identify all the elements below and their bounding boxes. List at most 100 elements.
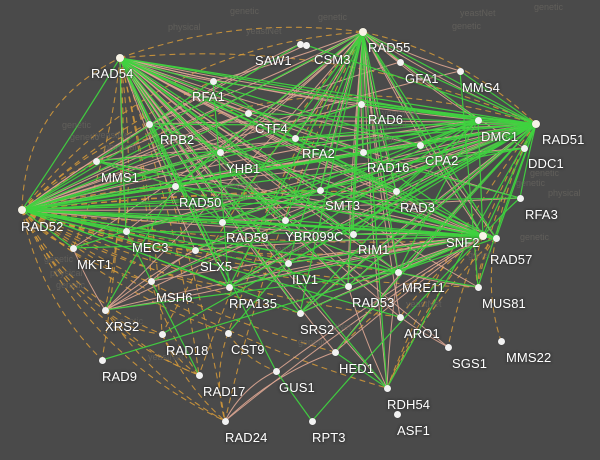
edge-physical[interactable] [347, 285, 388, 389]
edge-yeastNet[interactable] [221, 31, 364, 223]
edge-yeastNet[interactable] [119, 57, 537, 125]
edge-genetic[interactable] [119, 53, 537, 125]
edge-genetic[interactable] [150, 280, 200, 376]
edge-genetic[interactable] [104, 309, 200, 376]
edge-yeastNet[interactable] [95, 160, 176, 187]
graph-node-rad9[interactable] [98, 356, 106, 364]
edge-genetic[interactable] [21, 209, 103, 361]
edge-yeastNet[interactable] [399, 61, 537, 125]
edge-genetic[interactable] [21, 209, 163, 335]
graph-node-hed1[interactable] [331, 348, 339, 356]
edge-genetic[interactable] [161, 333, 200, 376]
edge-genetic[interactable] [386, 235, 484, 389]
edge-yeastNet[interactable] [21, 57, 121, 211]
edge-genetic[interactable] [119, 26, 364, 59]
edge-yeastNet[interactable] [148, 123, 537, 126]
edge-yeastNet[interactable] [119, 57, 321, 191]
edge-physical[interactable] [119, 57, 449, 348]
edge-yeastNet[interactable] [21, 209, 301, 314]
graph-node-snf2[interactable] [479, 232, 487, 240]
graph-node-rim1[interactable] [349, 230, 357, 238]
edge-yeastNet[interactable] [362, 31, 484, 237]
edge-physical[interactable] [386, 271, 399, 389]
edge-yeastNet[interactable] [21, 151, 221, 211]
graph-node-cpa2[interactable] [416, 141, 424, 149]
edge-yeastNet[interactable] [284, 219, 484, 237]
graph-node-gus1[interactable] [272, 367, 280, 375]
edge-physical[interactable] [212, 31, 364, 82]
edge-genetic[interactable] [104, 309, 163, 335]
edge-yeastNet[interactable] [247, 112, 537, 125]
edge-genetic[interactable] [21, 209, 401, 318]
edge-yeastNet[interactable] [362, 31, 497, 239]
edge-yeastNet[interactable] [72, 230, 127, 249]
graph-node-sgs1[interactable] [444, 343, 452, 351]
edge-yeastNet[interactable] [148, 123, 484, 237]
graph-node-rad54[interactable] [116, 54, 124, 62]
edge-genetic[interactable] [101, 57, 123, 361]
edge-genetic[interactable] [21, 209, 230, 288]
edge-yeastNet[interactable] [294, 119, 479, 139]
edge-yeastNet[interactable] [459, 70, 537, 125]
edge-yeastNet[interactable] [21, 209, 74, 249]
graph-node-asf1[interactable] [393, 410, 401, 418]
edge-yeastNet[interactable] [299, 119, 479, 314]
edge-yeastNet[interactable] [275, 370, 313, 422]
edge-yeastNet[interactable] [311, 235, 484, 422]
graph-node-rad17[interactable] [195, 371, 203, 379]
graph-node-rad24[interactable] [221, 417, 229, 425]
edge-yeastNet[interactable] [397, 119, 479, 273]
edge-yeastNet[interactable] [95, 160, 484, 237]
edge-genetic[interactable] [21, 57, 121, 211]
edge-yeastNet[interactable] [21, 209, 289, 264]
edge-physical[interactable] [119, 57, 223, 223]
graph-node-rad6[interactable] [357, 100, 365, 108]
edge-yeastNet[interactable] [362, 151, 484, 237]
edge-yeastNet[interactable] [352, 119, 479, 235]
graph-node-ybr099c[interactable] [281, 216, 289, 224]
edge-genetic[interactable] [475, 235, 484, 288]
edge-yeastNet[interactable] [212, 80, 296, 139]
edge-yeastNet[interactable] [305, 44, 537, 125]
edge-yeastNet[interactable] [21, 31, 364, 211]
edge-yeastNet[interactable] [148, 123, 230, 288]
edge-yeastNet[interactable] [21, 80, 214, 211]
graph-node-aro1[interactable] [396, 313, 404, 321]
edge-physical[interactable] [228, 235, 484, 288]
edge-physical[interactable] [352, 31, 364, 235]
edge-yeastNet[interactable] [174, 185, 497, 239]
graph-node-mus81[interactable] [474, 283, 482, 291]
graph-node-mms22[interactable] [497, 337, 505, 345]
edge-yeastNet[interactable] [362, 31, 388, 389]
edge-yeastNet[interactable] [362, 31, 537, 125]
edge-yeastNet[interactable] [319, 31, 364, 191]
edge-genetic[interactable] [227, 332, 277, 372]
edge-genetic[interactable] [104, 57, 124, 311]
edge-yeastNet[interactable] [104, 185, 176, 311]
edge-yeastNet[interactable] [360, 103, 537, 125]
edge-yeastNet[interactable] [477, 123, 537, 288]
edge-physical[interactable] [104, 235, 484, 311]
edge-genetic[interactable] [477, 123, 537, 288]
edge-yeastNet[interactable] [221, 221, 497, 239]
edge-yeastNet[interactable] [228, 123, 537, 288]
edge-yeastNet[interactable] [299, 235, 484, 314]
graph-node-xrs2[interactable] [101, 306, 109, 314]
edge-yeastNet[interactable] [174, 185, 399, 273]
edge-yeastNet[interactable] [319, 189, 497, 239]
graph-node-rad3[interactable] [392, 187, 400, 195]
edge-yeastNet[interactable] [294, 123, 537, 139]
edge-yeastNet[interactable] [119, 57, 127, 232]
edge-genetic[interactable] [218, 332, 229, 422]
graph-node-mec3[interactable] [122, 227, 130, 235]
edge-genetic[interactable] [72, 57, 121, 249]
edge-yeastNet[interactable] [352, 31, 364, 235]
graph-node-rad53[interactable] [344, 282, 352, 290]
graph-node-rfa3[interactable] [516, 194, 524, 202]
edge-yeastNet[interactable] [21, 112, 249, 211]
edge-yeastNet[interactable] [119, 57, 364, 153]
graph-node-yhb1[interactable] [216, 148, 224, 156]
graph-node-rad18[interactable] [158, 330, 166, 338]
graph-node-saw1[interactable] [296, 40, 304, 48]
graph-node-mms1[interactable] [92, 157, 100, 165]
